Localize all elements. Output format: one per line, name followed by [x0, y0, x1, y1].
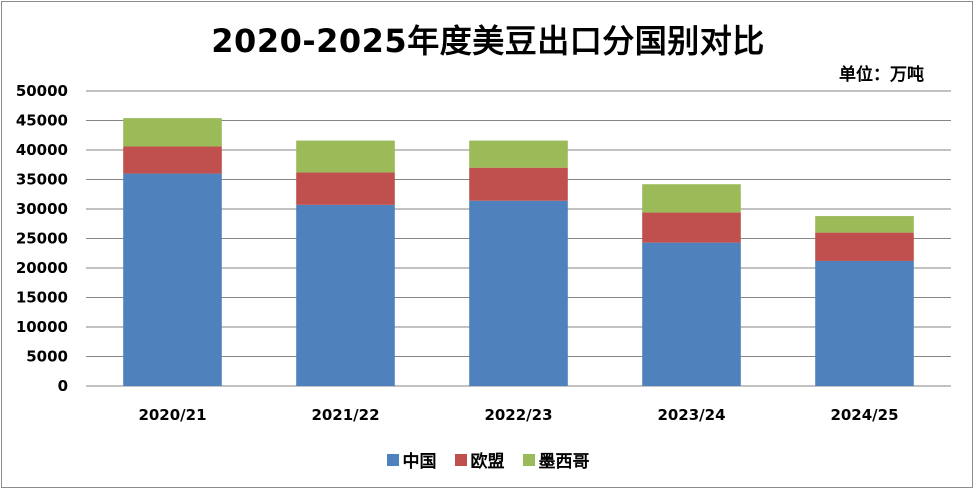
y-tick-label: 35000: [16, 171, 68, 189]
x-tick-label: 2023/24: [657, 406, 725, 424]
y-tick-label: 15000: [16, 289, 68, 307]
bar-segment-china: [123, 173, 222, 386]
y-tick-label: 5000: [26, 348, 68, 366]
legend-item-china[interactable]: 中国: [386, 447, 437, 472]
unit-label: 单位：万吨: [839, 65, 924, 85]
bar-segment-mexico: [469, 140, 568, 168]
bar-segment-eu: [642, 212, 741, 243]
y-tick-label: 0: [58, 377, 68, 395]
legend-swatch-china: [386, 453, 399, 466]
legend-item-mexico[interactable]: 墨西哥: [522, 447, 590, 472]
y-tick-label: 10000: [16, 318, 68, 336]
x-tick-label: 2020/21: [138, 406, 206, 424]
x-axis-ticks: 2020/21 2021/22 2022/23 2023/24 2024/25: [138, 406, 898, 424]
bar-segment-china: [815, 260, 914, 386]
bar-segment-eu: [469, 167, 568, 201]
chart-title: 2020-2025年度美豆出口分国别对比: [211, 22, 765, 60]
bar-segment-eu: [123, 146, 222, 174]
legend-swatch-mexico: [522, 453, 535, 466]
x-tick-label: 2021/22: [311, 406, 379, 424]
bar-segment-china: [642, 242, 741, 386]
bar-segment-mexico: [642, 184, 741, 213]
y-axis-ticks: 0 5000 10000 15000 20000 25000 30000 35000 40000…: [16, 82, 68, 395]
bar-segment-eu: [296, 172, 395, 205]
legend-item-eu[interactable]: 欧盟: [454, 447, 505, 472]
bar-segment-mexico: [296, 140, 395, 173]
y-tick-label: 40000: [16, 141, 68, 159]
legend-label-eu: 欧盟: [470, 452, 505, 472]
bar-segment-china: [296, 204, 395, 386]
x-tick-label: 2022/23: [484, 406, 552, 424]
bar-segment-eu: [815, 232, 914, 261]
bars: [123, 118, 914, 386]
legend-label-china: 中国: [402, 452, 437, 472]
y-tick-label: 20000: [16, 259, 68, 277]
bar-segment-mexico: [815, 216, 914, 233]
x-tick-label: 2024/25: [830, 406, 898, 424]
y-tick-label: 25000: [16, 230, 68, 248]
bar-segment-china: [469, 200, 568, 386]
bar-segment-mexico: [123, 118, 222, 147]
legend-label-mexico: 墨西哥: [538, 452, 590, 472]
legend-swatch-eu: [454, 453, 467, 466]
y-tick-label: 30000: [16, 200, 68, 218]
y-tick-label: 45000: [16, 112, 68, 130]
legend: 中国 欧盟 墨西哥: [0, 447, 976, 472]
y-tick-label: 50000: [16, 82, 68, 100]
